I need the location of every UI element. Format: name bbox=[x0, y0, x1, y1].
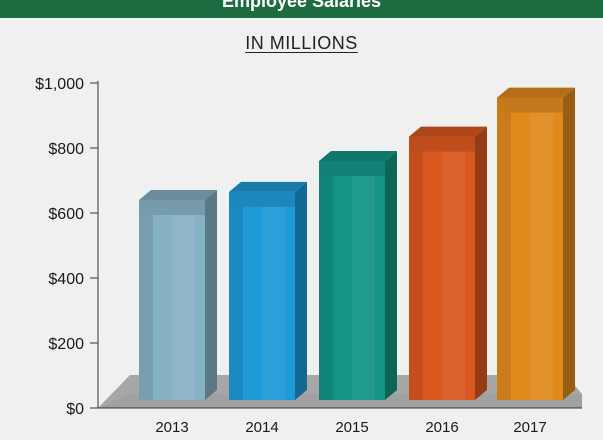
bar-side bbox=[205, 190, 217, 400]
bar-2015 bbox=[319, 151, 397, 400]
chart-subtitle-text: IN MILLIONS bbox=[245, 33, 358, 53]
y-tick-label: $400 bbox=[48, 271, 84, 288]
bar-top bbox=[139, 190, 217, 200]
bar-top bbox=[497, 87, 575, 98]
y-tick-label: $200 bbox=[48, 336, 84, 353]
x-tick-label: 2013 bbox=[155, 419, 188, 436]
bar-side bbox=[295, 181, 307, 400]
y-tick-label: $800 bbox=[48, 141, 84, 158]
bar-2013 bbox=[139, 190, 217, 400]
bar-cap-band bbox=[139, 200, 205, 215]
bar-2017 bbox=[497, 87, 575, 400]
bar-2014 bbox=[229, 181, 307, 400]
bar-2016 bbox=[409, 126, 487, 400]
bar-cap-band bbox=[497, 97, 563, 113]
chart-subtitle: IN MILLIONS bbox=[0, 33, 603, 54]
x-tick-label: 2014 bbox=[245, 419, 278, 436]
bar-side bbox=[563, 87, 575, 400]
x-tick-label: 2017 bbox=[513, 419, 546, 436]
bar-highlight bbox=[172, 200, 195, 400]
banner-title: Employee Salaries bbox=[221, 0, 382, 11]
header-banner: Employee Salaries bbox=[0, 0, 603, 18]
bar-highlight bbox=[442, 136, 465, 400]
bar-shade-left bbox=[229, 191, 243, 400]
y-tick-label: $1,000 bbox=[35, 76, 84, 93]
bar-cap-band bbox=[319, 161, 385, 176]
bar-shade-left bbox=[139, 200, 153, 400]
y-tick-label: $600 bbox=[48, 206, 84, 223]
bar-highlight bbox=[530, 97, 553, 400]
bar-highlight bbox=[262, 191, 285, 400]
bar-top bbox=[409, 126, 487, 137]
bar-cap-band bbox=[229, 191, 295, 207]
bar-highlight bbox=[352, 161, 375, 400]
y-tick-label: $0 bbox=[66, 401, 84, 418]
x-tick-label: 2016 bbox=[425, 419, 458, 436]
bar-top bbox=[229, 181, 307, 192]
x-tick-label: 2015 bbox=[335, 419, 368, 436]
bar-top bbox=[319, 151, 397, 161]
bar-side bbox=[385, 151, 397, 400]
bar-cap-band bbox=[409, 136, 475, 152]
bar-shade-left bbox=[409, 136, 423, 400]
bar-side bbox=[475, 126, 487, 400]
bar-shade-left bbox=[319, 161, 333, 400]
bar-shade-left bbox=[497, 97, 511, 400]
